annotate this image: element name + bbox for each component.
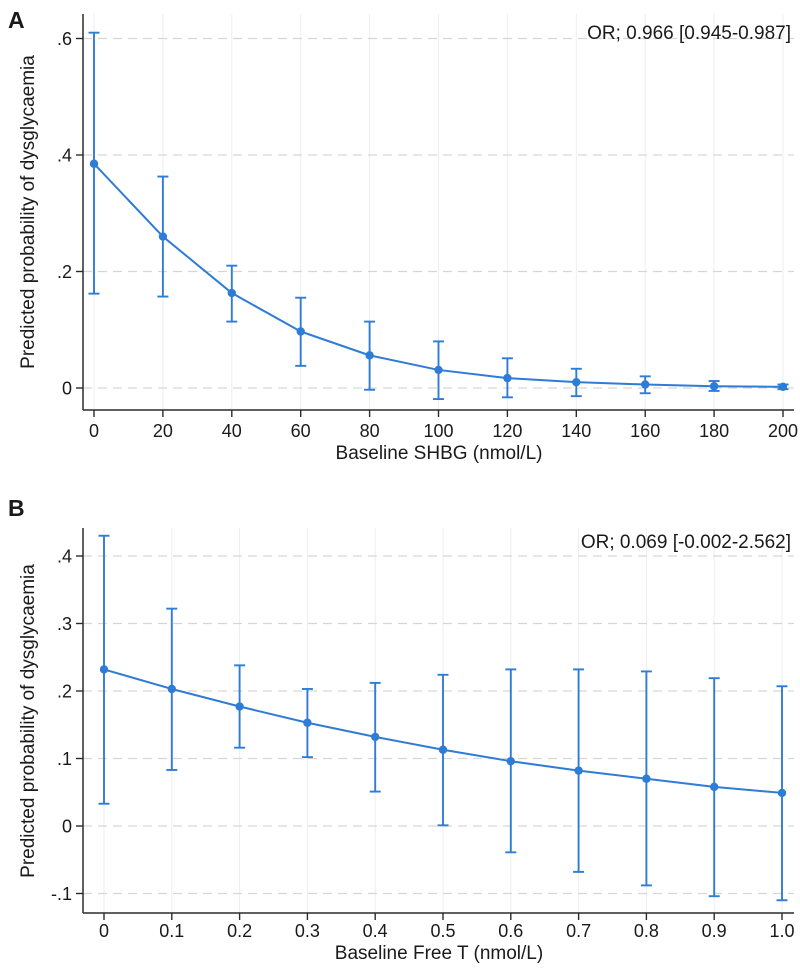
data-point-marker xyxy=(506,757,515,766)
svg-text:.6: .6 xyxy=(57,29,72,49)
data-point-markers xyxy=(99,665,787,798)
svg-text:160: 160 xyxy=(630,421,660,441)
svg-text:.2: .2 xyxy=(57,682,72,702)
svg-text:0.3: 0.3 xyxy=(295,921,320,941)
svg-text:0.7: 0.7 xyxy=(566,921,591,941)
svg-text:0: 0 xyxy=(62,379,72,399)
data-point-marker xyxy=(709,382,719,391)
tick-marks xyxy=(76,37,784,417)
panel-a-label: A xyxy=(8,7,25,33)
x-tick-labels: 0 0.1 0.2 0.3 0.4 0.5 0.6 0.7 0.8 0.9 1.0 xyxy=(99,921,795,941)
svg-text:.4: .4 xyxy=(57,547,72,567)
data-point-marker xyxy=(503,373,512,383)
data-point-marker xyxy=(167,684,176,694)
svg-text:0.2: 0.2 xyxy=(227,921,252,941)
svg-text:80: 80 xyxy=(360,421,380,441)
svg-text:.2: .2 xyxy=(57,262,72,282)
svg-text:0.1: 0.1 xyxy=(159,921,184,941)
data-point-marker xyxy=(227,288,236,298)
data-point-marker xyxy=(89,159,99,168)
svg-text:.4: .4 xyxy=(57,146,72,166)
data-point-marker xyxy=(296,327,305,336)
data-point-markers xyxy=(89,159,788,392)
axes xyxy=(82,528,794,914)
vertical-gridlines xyxy=(93,14,784,410)
panel-a-plot-area: 0 .2 .4 .6 0 20 40 60 80 100 120 140 160 180 200 xyxy=(57,14,798,441)
x-tick-labels: 0 20 40 60 80 100 120 140 160 180 200 xyxy=(89,421,798,441)
data-point-marker xyxy=(574,766,583,775)
svg-text:120: 120 xyxy=(492,421,522,441)
svg-text:0.6: 0.6 xyxy=(498,921,523,941)
panel-b-y-axis-title: Predicted probability of dysglycaemia xyxy=(18,564,39,878)
data-point-marker xyxy=(303,718,312,727)
svg-text:20: 20 xyxy=(153,421,173,441)
panel-a-y-axis-title: Predicted probability of dysglycaemia xyxy=(18,55,39,369)
data-point-marker xyxy=(235,702,244,711)
data-point-marker xyxy=(434,365,443,375)
svg-text:140: 140 xyxy=(561,421,591,441)
svg-text:60: 60 xyxy=(291,421,311,441)
svg-text:0: 0 xyxy=(62,817,72,837)
svg-text:0.5: 0.5 xyxy=(430,921,455,941)
data-point-marker xyxy=(572,377,581,387)
panel-b-or-annotation: OR; 0.069 [-0.002-2.562] xyxy=(581,532,791,553)
svg-text:40: 40 xyxy=(222,421,242,441)
data-point-marker xyxy=(438,745,448,754)
svg-text:0.8: 0.8 xyxy=(634,921,659,941)
tick-marks xyxy=(76,555,783,920)
panel-b-label: B xyxy=(8,495,25,521)
panel-a-x-axis-title: Baseline SHBG (nmol/L) xyxy=(336,443,543,464)
svg-text:1.0: 1.0 xyxy=(769,921,794,941)
svg-text:100: 100 xyxy=(423,421,453,441)
data-point-marker xyxy=(365,351,374,360)
panel-a-or-annotation: OR; 0.966 [0.945-0.987] xyxy=(587,23,791,44)
data-point-marker xyxy=(710,782,719,792)
svg-text:0.9: 0.9 xyxy=(702,921,727,941)
panel-b-x-axis-title: Baseline Free T (nmol/L) xyxy=(335,943,543,964)
svg-text:0.4: 0.4 xyxy=(363,921,388,941)
svg-text:180: 180 xyxy=(699,421,729,441)
svg-text:200: 200 xyxy=(768,421,798,441)
panel-a-chart: 0 .2 .4 .6 0 20 40 60 80 100 120 140 160 180 200 A OR;… xyxy=(8,7,798,464)
svg-text:.3: .3 xyxy=(57,614,72,634)
horizontal-gridlines xyxy=(83,555,794,895)
y-tick-labels: 0 .2 .4 .6 xyxy=(57,29,72,399)
svg-text:-.1: -.1 xyxy=(51,884,72,904)
data-point-marker xyxy=(777,788,787,798)
data-point-marker xyxy=(371,732,380,742)
panel-b-chart: -.10.1.2.3.40 0.1 0.2 0.3 0.4 0.5 0.6 0.7 0.8 0.9… xyxy=(8,495,795,964)
data-point-marker xyxy=(99,665,109,674)
panel-b-plot-area: -.10.1.2.3.40 0.1 0.2 0.3 0.4 0.5 0.6 0.7 0.8 0.9… xyxy=(51,528,795,941)
horizontal-gridlines xyxy=(83,37,794,389)
svg-text:.1: .1 xyxy=(57,749,72,769)
data-point-marker xyxy=(642,774,651,783)
data-point-marker xyxy=(158,232,168,241)
data-point-marker xyxy=(641,380,650,389)
y-tick-labels: -.1 0 .1 .2 .3 .4 xyxy=(51,547,72,905)
svg-text:0: 0 xyxy=(99,921,109,941)
data-point-marker xyxy=(778,382,788,392)
svg-text:0: 0 xyxy=(89,421,99,441)
